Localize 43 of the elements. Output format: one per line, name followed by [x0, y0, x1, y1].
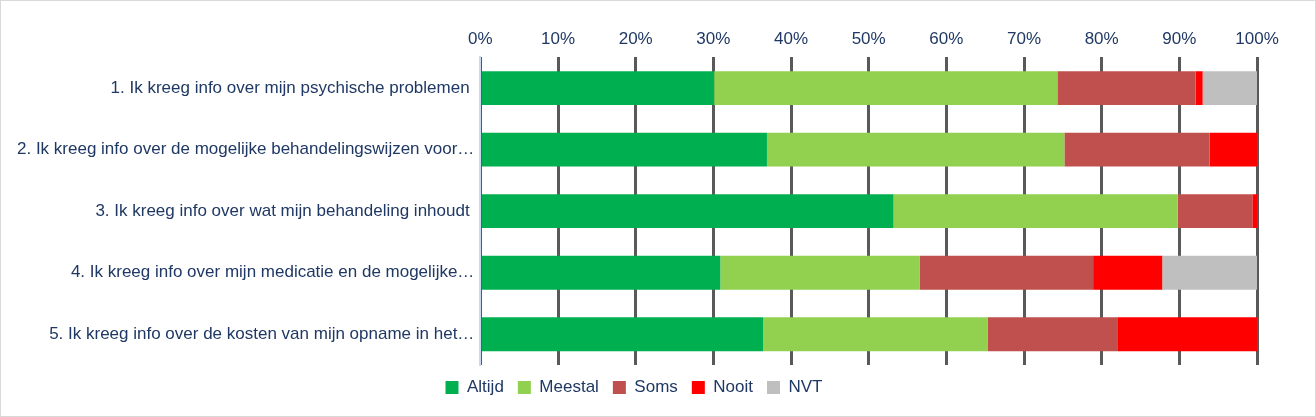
- bar: [481, 132, 767, 167]
- y-tick-label: 1. Ik kreeg info over mijn psychische problemen: [110, 77, 475, 97]
- y-tick-label: 4. Ik kreeg info over mijn medicatie en de mogelijke…: [70, 262, 475, 282]
- y-tick-label: 2. Ik kreeg info over de mogelijke behandelingswijzen voor…: [16, 139, 475, 159]
- bar: [1195, 71, 1203, 106]
- legend-label: Nooit: [713, 377, 754, 397]
- x-tick-label: 70%: [1006, 28, 1042, 48]
- bar: [919, 255, 1094, 290]
- bar: [1093, 255, 1163, 290]
- y-tick-label: 3. Ik kreeg info over wat mijn behandeling inhoudt: [95, 200, 475, 220]
- y-tick-label: 5. Ik kreeg info over de kosten van mijn opname in het…: [49, 323, 475, 343]
- x-tick-label: 40%: [774, 28, 809, 48]
- x-tick-label: 60%: [929, 28, 964, 48]
- x-tick-label: 90%: [1162, 28, 1197, 48]
- bar: [1064, 132, 1210, 167]
- bar: [1117, 317, 1257, 352]
- x-tick-label: 100%: [1235, 28, 1279, 48]
- bar: [481, 194, 894, 229]
- bar: [1209, 132, 1257, 167]
- bar: [763, 317, 988, 352]
- bar: [893, 194, 1178, 229]
- x-tick-label: 30%: [696, 28, 731, 48]
- x-tick-label: 20%: [618, 28, 653, 48]
- bar: [1252, 194, 1257, 229]
- bar: [1162, 255, 1257, 290]
- x-tick-label: 10%: [541, 28, 576, 48]
- legend-label: NVT: [788, 377, 823, 397]
- x-tick-label: 50%: [851, 28, 886, 48]
- legend-label: Meestal: [539, 377, 599, 397]
- bar: [481, 71, 715, 106]
- bar: [1177, 194, 1253, 229]
- legend-label: Altijd: [466, 377, 504, 397]
- legend-label: Soms: [634, 377, 678, 397]
- x-tick-label: 80%: [1084, 28, 1119, 48]
- bar: [766, 132, 1065, 167]
- bar: [720, 255, 920, 290]
- bar: [1202, 71, 1257, 106]
- bar: [481, 255, 721, 290]
- x-tick-label: 0%: [468, 28, 493, 48]
- bar: [1057, 71, 1196, 106]
- bar: [714, 71, 1058, 106]
- bar: [481, 317, 764, 352]
- bar: [987, 317, 1118, 352]
